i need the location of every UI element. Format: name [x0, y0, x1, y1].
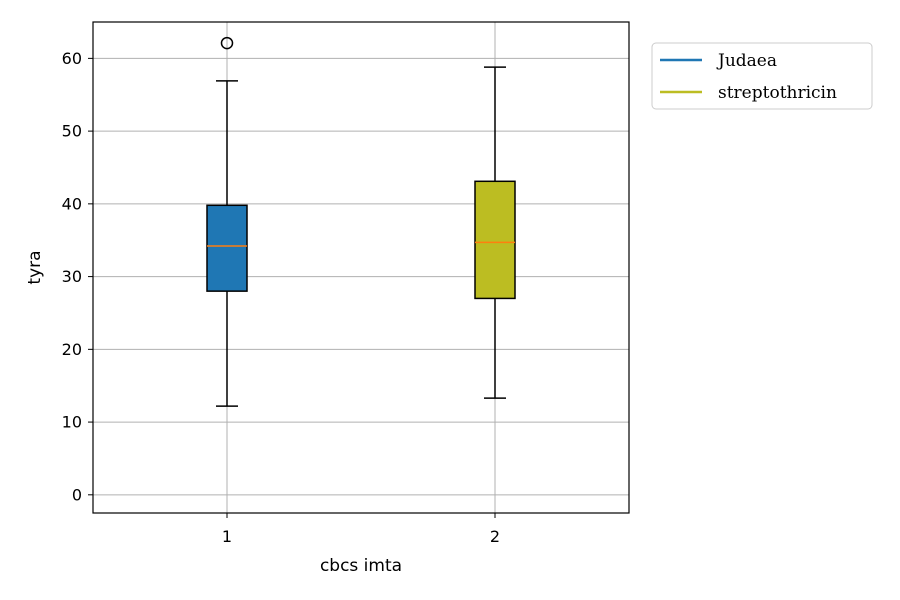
y-tick-label: 20: [62, 340, 82, 359]
grid-lines: [93, 22, 629, 513]
y-tick-label: 50: [62, 122, 82, 141]
legend-label-1: Judaea: [716, 51, 777, 71]
iqr-box: [474, 180, 516, 300]
y-tick-label: 10: [62, 413, 82, 432]
legend-frame: [651, 42, 873, 110]
outlier-point: [220, 36, 234, 50]
box-layer: [206, 36, 516, 407]
legend-label-2: streptothricin: [718, 83, 837, 103]
x-tick-label: 2: [490, 527, 500, 546]
y-tick-label: 40: [62, 194, 82, 213]
box-1: [206, 36, 248, 407]
x-axis-label: cbcs imta: [320, 556, 402, 576]
x-tick-label: 1: [222, 527, 232, 546]
y-tick-label: 30: [62, 267, 82, 286]
legend: Judaea streptothricin: [651, 42, 873, 110]
iqr-box: [206, 204, 248, 292]
y-axis-label: tyra: [25, 250, 45, 284]
tick-layer: 0 10 20 30 40 50 60 1 2: [62, 49, 500, 546]
y-tick-label: 0: [72, 485, 82, 504]
plot-frame: [92, 21, 630, 514]
box-2: [474, 66, 516, 399]
y-tick-label: 60: [62, 49, 82, 68]
